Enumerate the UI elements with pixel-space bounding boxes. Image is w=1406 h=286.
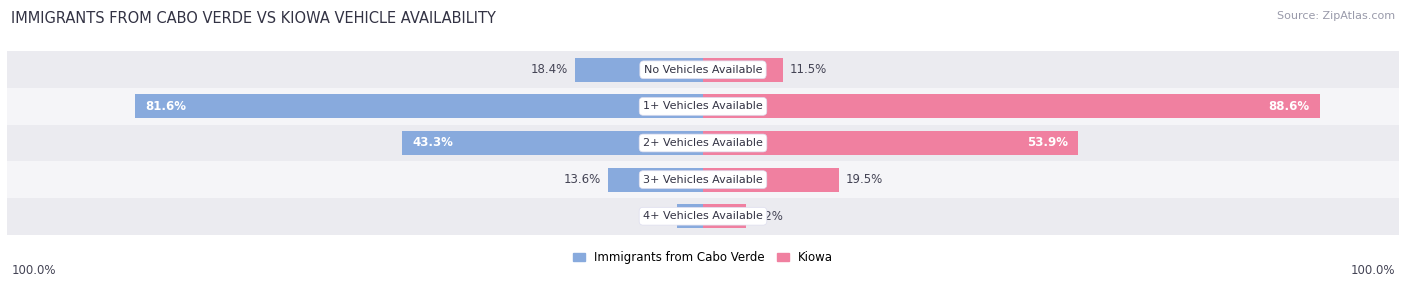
Text: 3+ Vehicles Available: 3+ Vehicles Available xyxy=(643,175,763,184)
Bar xyxy=(7,88,1399,125)
Bar xyxy=(703,131,1078,155)
Text: No Vehicles Available: No Vehicles Available xyxy=(644,65,762,75)
Bar xyxy=(7,125,1399,161)
Text: IMMIGRANTS FROM CABO VERDE VS KIOWA VEHICLE AVAILABILITY: IMMIGRANTS FROM CABO VERDE VS KIOWA VEHI… xyxy=(11,11,496,26)
Bar xyxy=(402,131,703,155)
Text: Source: ZipAtlas.com: Source: ZipAtlas.com xyxy=(1277,11,1395,21)
Bar xyxy=(7,161,1399,198)
Text: 19.5%: 19.5% xyxy=(845,173,883,186)
Bar xyxy=(609,168,703,192)
Bar xyxy=(7,198,1399,235)
Bar xyxy=(676,204,703,228)
Text: 13.6%: 13.6% xyxy=(564,173,602,186)
Bar xyxy=(703,168,839,192)
Text: 4+ Vehicles Available: 4+ Vehicles Available xyxy=(643,211,763,221)
Text: 100.0%: 100.0% xyxy=(11,265,56,277)
Bar xyxy=(703,204,747,228)
Text: 11.5%: 11.5% xyxy=(790,63,827,76)
Legend: Immigrants from Cabo Verde, Kiowa: Immigrants from Cabo Verde, Kiowa xyxy=(568,247,838,269)
Text: 18.4%: 18.4% xyxy=(530,63,568,76)
Text: 1+ Vehicles Available: 1+ Vehicles Available xyxy=(643,102,763,111)
Bar xyxy=(575,58,703,82)
Text: 88.6%: 88.6% xyxy=(1268,100,1309,113)
Text: 100.0%: 100.0% xyxy=(1350,265,1395,277)
Text: 81.6%: 81.6% xyxy=(146,100,187,113)
Bar xyxy=(703,58,783,82)
Text: 2+ Vehicles Available: 2+ Vehicles Available xyxy=(643,138,763,148)
Text: 43.3%: 43.3% xyxy=(412,136,453,150)
Text: 3.8%: 3.8% xyxy=(640,210,669,223)
Bar xyxy=(135,94,703,118)
Bar xyxy=(7,51,1399,88)
Text: 53.9%: 53.9% xyxy=(1026,136,1067,150)
Text: 6.2%: 6.2% xyxy=(754,210,783,223)
Bar xyxy=(703,94,1320,118)
